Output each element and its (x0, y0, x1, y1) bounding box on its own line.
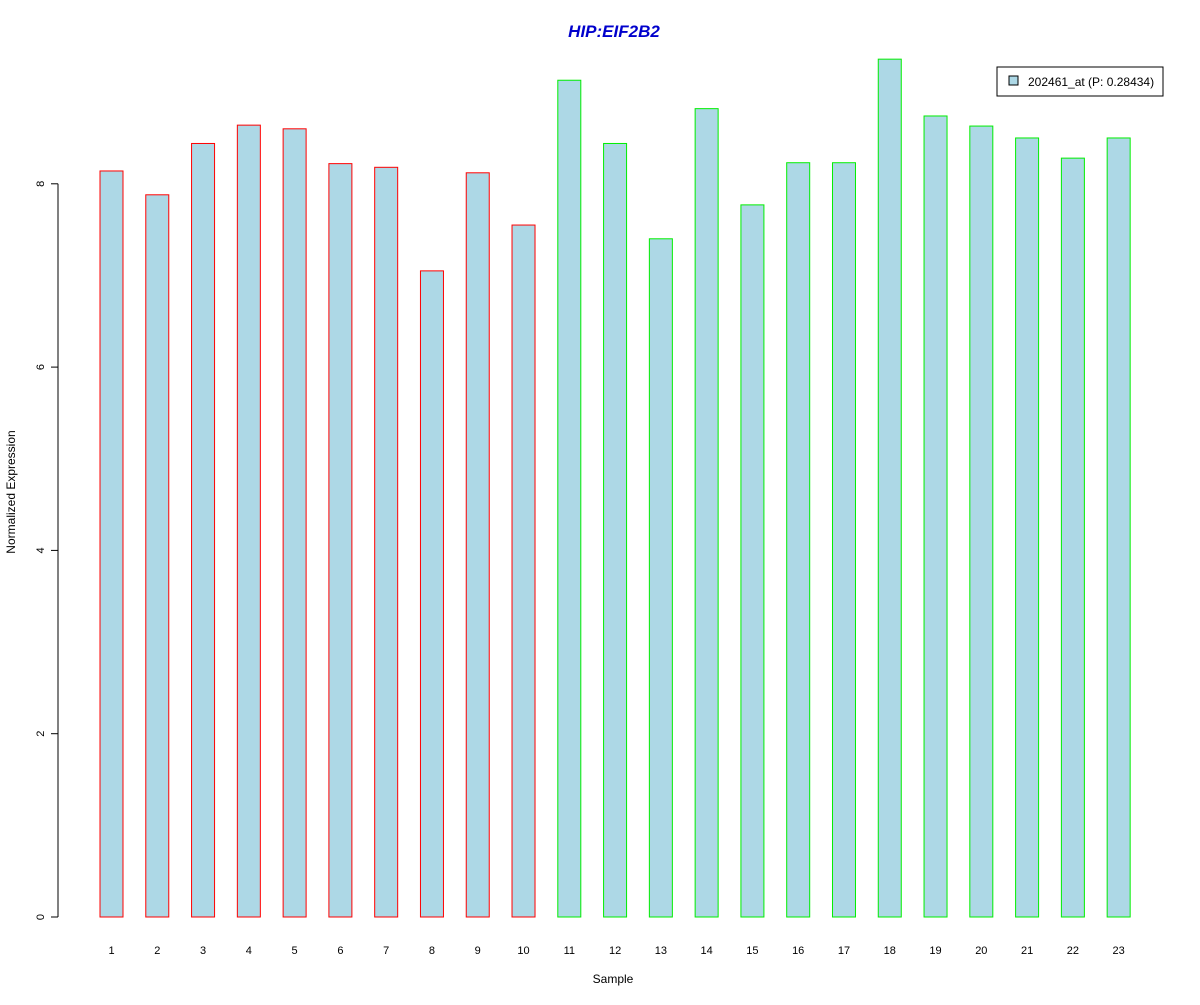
bar-sample-11 (557, 79, 582, 918)
bar-sample-7 (374, 166, 399, 918)
bar-sample-1 (99, 170, 124, 918)
x-axis-tick-label: 18 (884, 945, 896, 957)
bar-series (99, 58, 1131, 918)
x-axis-tick-label: 15 (746, 945, 758, 957)
bar-sample-6 (328, 163, 353, 918)
bar-sample-21 (1015, 137, 1040, 918)
x-axis-tick-label: 23 (1113, 945, 1125, 957)
bar-sample-22 (1060, 157, 1085, 918)
x-axis-tick-label: 5 (292, 945, 298, 957)
x-axis-tick-labels: 1 2 3 4 5 6 7 8 9 10 11 12 13 14 15 16 17 18 19 20 21 22 23 (108, 945, 1124, 957)
bar-sample-3 (191, 142, 216, 918)
bar-sample-18 (877, 58, 902, 918)
bar-sample-10 (511, 224, 536, 918)
bar-sample-23 (1106, 137, 1131, 918)
chart-title: HIP:EIF2B2 (568, 22, 660, 41)
x-axis-tick-label: 21 (1021, 945, 1033, 957)
x-axis-tick-label: 9 (475, 945, 481, 957)
legend: 202461_at (P: 0.28434) (996, 66, 1164, 97)
x-axis-tick-label: 13 (655, 945, 667, 957)
x-axis-tick-label: 1 (108, 945, 114, 957)
bar-sample-14 (694, 108, 719, 918)
x-axis-tick-label: 17 (838, 945, 850, 957)
x-axis-tick-label: 6 (337, 945, 343, 957)
y-axis-tick-label: 8 (35, 181, 47, 187)
bar-sample-17 (831, 162, 856, 918)
legend-label: 202461_at (P: 0.28434) (1028, 75, 1154, 89)
x-axis-tick-label: 10 (517, 945, 529, 957)
x-axis-tick-label: 12 (609, 945, 621, 957)
x-axis-tick-label: 22 (1067, 945, 1079, 957)
y-axis-tick-label: 4 (35, 547, 47, 553)
x-axis-label: Sample (593, 972, 634, 986)
x-axis-tick-label: 8 (429, 945, 435, 957)
x-axis-tick-label: 4 (246, 945, 252, 957)
x-axis-tick-label: 14 (701, 945, 713, 957)
bar-sample-13 (648, 238, 673, 918)
x-axis-tick-label: 2 (154, 945, 160, 957)
x-axis-tick-label: 7 (383, 945, 389, 957)
bar-sample-15 (740, 204, 765, 918)
x-axis-tick-label: 11 (564, 945, 575, 957)
bar-sample-2 (145, 194, 170, 918)
bar-sample-12 (603, 142, 628, 918)
bar-sample-16 (786, 162, 811, 918)
legend-box (996, 66, 1164, 97)
y-axis-tick-label: 0 (35, 914, 47, 920)
y-axis-label: Normalized Expression (4, 430, 18, 553)
bar-sample-4 (236, 124, 261, 918)
y-axis-tick-label: 6 (35, 364, 47, 370)
x-axis-tick-label: 16 (792, 945, 804, 957)
x-axis-tick-label: 20 (975, 945, 987, 957)
y-axis: 0 2 4 6 8 (35, 181, 59, 920)
y-axis-tick-label: 2 (35, 731, 47, 737)
bar-sample-9 (465, 172, 490, 918)
x-axis-tick-label: 3 (200, 945, 206, 957)
bar-sample-20 (969, 125, 994, 918)
bar-sample-8 (419, 270, 444, 918)
legend-swatch (1008, 75, 1019, 86)
bar-sample-19 (923, 115, 948, 918)
bar-sample-5 (282, 128, 307, 918)
x-axis-tick-label: 19 (929, 945, 941, 957)
